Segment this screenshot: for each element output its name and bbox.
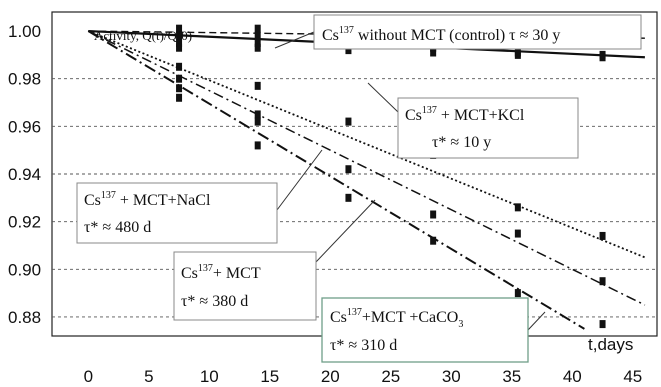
annotation-mct: Cs137+ MCT τ* ≈ 380 d (173, 251, 317, 321)
y-tick-label: 0.88 (8, 308, 41, 327)
data-point (176, 62, 183, 71)
x-tick-label: 5 (144, 367, 153, 386)
annotation-box (76, 182, 278, 244)
annotation-tau: τ* ≈ 10 y (432, 134, 491, 151)
y-tick-label: 0.94 (8, 165, 41, 184)
data-point (599, 277, 606, 286)
data-point (254, 38, 261, 47)
data-point (176, 43, 183, 52)
data-point (514, 289, 521, 298)
data-point (254, 24, 261, 33)
data-point (176, 24, 183, 33)
x-tick-label: 20 (321, 367, 340, 386)
x-axis-label: t,days (588, 335, 633, 354)
data-point (176, 84, 183, 93)
leader-line (276, 149, 323, 211)
data-point (430, 48, 437, 57)
data-point (599, 320, 606, 329)
annotation-text: Cs137 + MCT+KCl (405, 105, 525, 124)
data-point (345, 117, 352, 126)
x-tick-label: 40 (563, 367, 582, 386)
data-point (254, 117, 261, 126)
annotation-nacl: Cs137 + MCT+NaCl τ* ≈ 480 d (76, 182, 278, 244)
x-tick-label: 15 (260, 367, 279, 386)
data-point (176, 38, 183, 47)
annotation-text: Cs137+ MCT (181, 263, 261, 282)
data-point (430, 210, 437, 219)
leader-line (367, 82, 399, 113)
data-point (254, 31, 261, 40)
data-point (514, 50, 521, 59)
data-point (430, 236, 437, 245)
y-tick-label: 0.96 (8, 117, 41, 136)
annotation-tau: τ* ≈ 480 d (84, 219, 151, 236)
x-tick-label: 10 (200, 367, 219, 386)
y-tick-labels: 1.00 0.98 0.96 0.94 0.92 0.90 0.88 (8, 22, 41, 327)
annotation-tau: τ* ≈ 310 d (330, 337, 397, 354)
x-tick-label: 0 (84, 367, 93, 386)
annotation-box (313, 14, 642, 50)
x-tick-label: 35 (502, 367, 521, 386)
y-tick-label: 0.90 (8, 260, 41, 279)
data-point (254, 110, 261, 119)
data-point (599, 231, 606, 240)
series-lines (87, 29, 646, 330)
annotation-leaders (274, 31, 546, 331)
data-point (254, 43, 261, 52)
data-point (176, 93, 183, 102)
data-point (254, 81, 261, 90)
annotation-box (397, 97, 579, 159)
annotation-caco3: Cs137+MCT +CaCO3 τ* ≈ 310 d (321, 297, 529, 363)
annotation-text: Cs137+MCT +CaCO3 (330, 307, 463, 330)
data-point (176, 74, 183, 83)
data-point (345, 193, 352, 202)
data-point (345, 46, 352, 55)
annotation-box (173, 251, 317, 321)
x-tick-labels: 0 5 10 15 20 25 30 35 40 45 (84, 367, 643, 386)
annotation-text: Cs137 + MCT+NaCl (84, 190, 211, 209)
y-tick-label: 1.00 (8, 22, 41, 41)
data-point (254, 141, 261, 150)
data-point (345, 165, 352, 174)
leader-line (315, 199, 376, 263)
series-line (87, 30, 646, 306)
leader-line (274, 31, 315, 49)
data-point (514, 203, 521, 212)
annotation-text: Cs137 without MCT (control) τ ≈ 30 y (322, 25, 560, 44)
x-tick-label: 30 (442, 367, 461, 386)
y-tick-label: 0.98 (8, 70, 41, 89)
annotation-box (321, 297, 529, 363)
data-point (176, 31, 183, 40)
annotation-kcl: Cs137 + MCT+KCl τ* ≈ 10 y (397, 97, 579, 159)
y-tick-label: 0.92 (8, 213, 41, 232)
data-point (599, 53, 606, 62)
y-axis-label: Activity, Q(t)/Q(0) (94, 28, 192, 43)
x-tick-label: 45 (623, 367, 642, 386)
series-line (87, 30, 585, 330)
leader-line (527, 311, 546, 331)
x-tick-label: 25 (381, 367, 400, 386)
annotation-control: Cs137 without MCT (control) τ ≈ 30 y (313, 14, 642, 50)
annotation-tau: τ* ≈ 380 d (181, 293, 248, 310)
data-point (514, 229, 521, 238)
